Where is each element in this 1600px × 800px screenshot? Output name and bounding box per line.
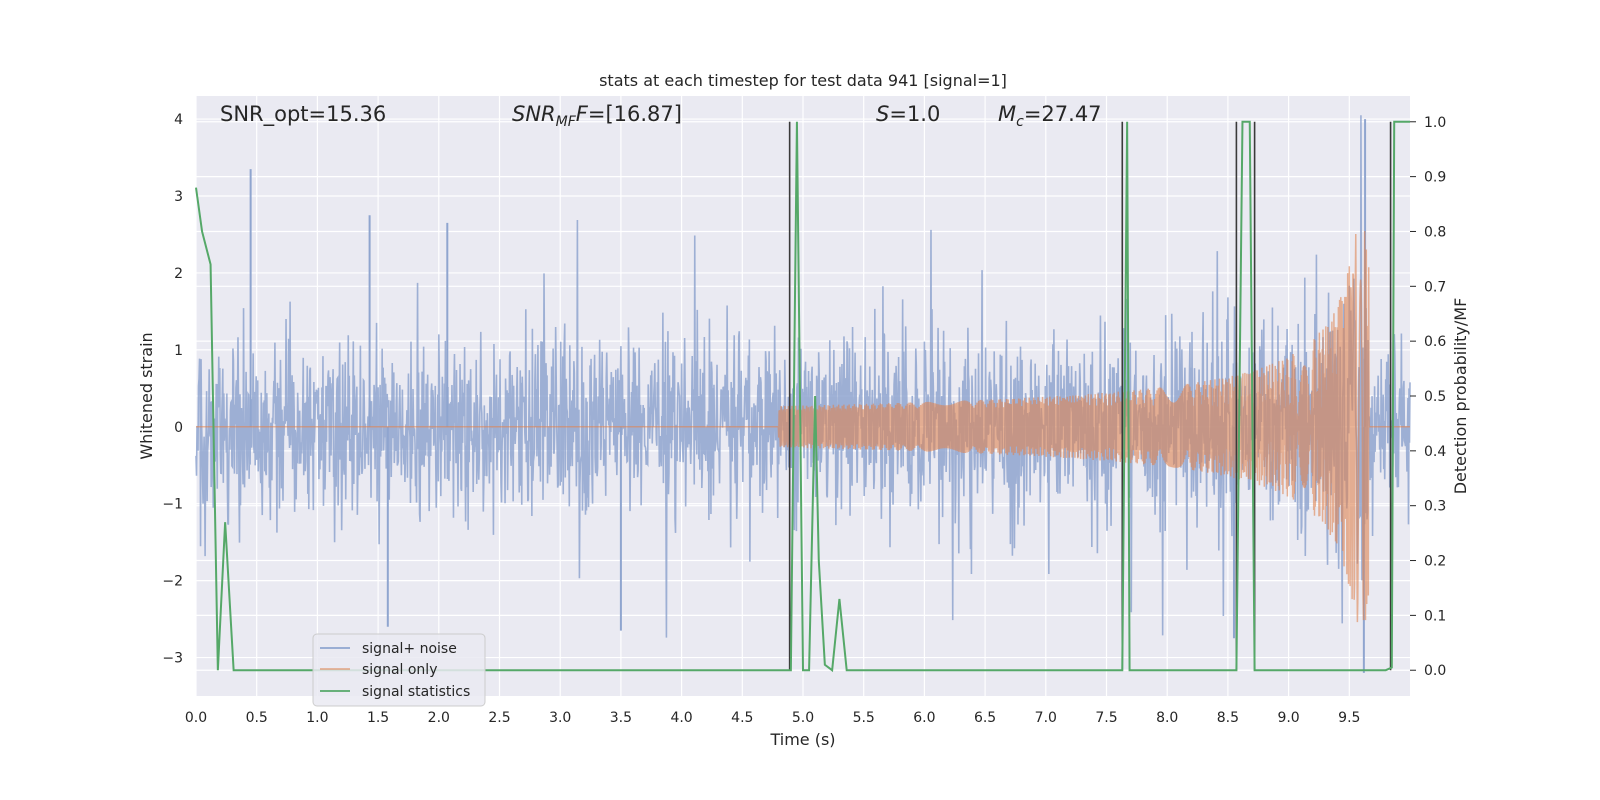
chart-title: stats at each timestep for test data 941… <box>599 71 1007 90</box>
y-tick-label-3: 1 <box>174 343 183 359</box>
x-tick-label-3: 1.5 <box>367 710 389 726</box>
x-tick-label-19: 9.5 <box>1338 710 1360 726</box>
x-tick-label-8: 4.0 <box>670 710 692 726</box>
x-tick-label-13: 6.5 <box>974 710 996 726</box>
annotation-snr-opt: SNR_opt=15.36 <box>220 102 386 127</box>
y2-tick-label-2: 0.8 <box>1424 224 1446 240</box>
annotation-s: S=1.0 <box>876 102 940 126</box>
y2-tick-label-1: 0.9 <box>1424 170 1446 186</box>
x-axis-label: Time (s) <box>769 730 835 749</box>
legend-label-signal-only: signal only <box>362 662 437 678</box>
y-axis-label: Whitened strain <box>137 332 156 459</box>
y2-tick-label-4: 0.6 <box>1424 334 1446 350</box>
y2-tick-label-7: 0.3 <box>1424 499 1446 515</box>
legend-label-signal-statistics: signal statistics <box>362 684 470 700</box>
y2-tick-label-3: 0.7 <box>1424 279 1446 295</box>
x-tick-label-6: 3.0 <box>549 710 571 726</box>
x-tick-label-17: 8.5 <box>1217 710 1239 726</box>
y-tick-label-6: −2 <box>162 574 183 590</box>
legend-box <box>312 633 486 707</box>
y-axis-ticks: 4 3 2 1 0 −1 −2 −3 <box>162 112 183 666</box>
y2-tick-label-6: 0.4 <box>1424 444 1446 460</box>
y2-tick-label-8: 0.2 <box>1424 554 1446 570</box>
y2-axis-label: Detection probability/MF <box>1451 298 1470 495</box>
y2-tick-label-0: 1.0 <box>1424 115 1446 131</box>
signal-only-line <box>196 231 1410 623</box>
y-tick-label-4: 0 <box>174 420 183 436</box>
x-tick-label-14: 7.0 <box>1035 710 1057 726</box>
series-signal-only <box>196 231 1410 623</box>
x-tick-label-4: 2.0 <box>428 710 450 726</box>
x-tick-label-5: 2.5 <box>488 710 510 726</box>
x-tick-label-12: 6.0 <box>913 710 935 726</box>
annotation-mc: Mc=27.47 <box>998 102 1102 130</box>
x-tick-label-18: 9.0 <box>1277 710 1299 726</box>
y-tick-label-1: 3 <box>174 189 183 205</box>
legend: signal+ noise signal only signal statist… <box>312 633 486 707</box>
y-tick-label-2: 2 <box>174 266 183 282</box>
x-tick-label-15: 7.5 <box>1095 710 1117 726</box>
y-tick-label-0: 4 <box>174 112 183 128</box>
x-tick-label-16: 8.0 <box>1156 710 1178 726</box>
x-tick-label-0: 0.0 <box>185 710 207 726</box>
annotation-snr-mf: SNRMFF=[16.87] <box>512 102 682 130</box>
x-tick-label-1: 0.5 <box>246 710 268 726</box>
y2-tick-label-5: 0.5 <box>1424 389 1446 405</box>
x-tick-label-10: 5.0 <box>792 710 814 726</box>
x-tick-label-11: 5.5 <box>853 710 875 726</box>
y2-axis-ticks: 1.0 0.9 0.8 0.7 0.6 0.5 0.4 0.3 0.2 0.1 0.0 <box>1410 115 1446 679</box>
x-axis-ticks: 0.0 0.5 1.0 1.5 2.0 2.5 3.0 3.5 4.0 4.5 5.0 5.5 6.0 6… <box>185 710 1361 726</box>
y-tick-label-7: −3 <box>162 651 183 667</box>
x-tick-label-7: 3.5 <box>610 710 632 726</box>
y2-tick-label-9: 0.1 <box>1424 608 1446 624</box>
y-tick-label-5: −1 <box>162 497 183 513</box>
x-tick-label-2: 1.0 <box>306 710 328 726</box>
legend-label-signal-noise: signal+ noise <box>362 641 457 657</box>
y2-tick-label-10: 0.0 <box>1424 663 1446 679</box>
x-tick-label-9: 4.5 <box>731 710 753 726</box>
